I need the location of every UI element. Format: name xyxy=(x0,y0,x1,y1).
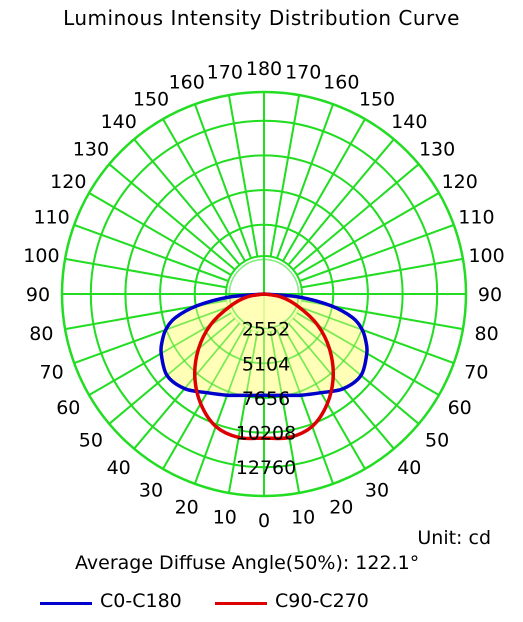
series-layer xyxy=(159,292,369,441)
series-line-c90 xyxy=(192,292,336,441)
angle-label: 170 xyxy=(207,61,243,83)
grid-spoke-overlay xyxy=(282,326,366,470)
angle-label: 50 xyxy=(79,429,103,451)
radial-tick-label: 7656 xyxy=(242,388,290,410)
angle-label: 120 xyxy=(50,171,86,193)
angle-label: 150 xyxy=(133,88,169,110)
angle-label: 170 xyxy=(285,61,321,83)
angle-label: 70 xyxy=(40,361,64,383)
grid-spoke-overlay xyxy=(292,163,420,271)
angle-label: 150 xyxy=(359,88,395,110)
grid-spoke-overlay xyxy=(228,94,259,257)
angle-label: 90 xyxy=(478,284,502,306)
angle-label: 130 xyxy=(419,139,455,161)
grid-spoke-overlay xyxy=(269,331,300,494)
angle-label: 90 xyxy=(26,284,50,306)
angle-label: 110 xyxy=(33,207,69,229)
grid-spoke-overlay xyxy=(292,317,420,425)
radial-tick-label: 5104 xyxy=(242,353,290,375)
angle-label: 180 xyxy=(246,58,282,80)
series-line-c0 xyxy=(159,292,369,398)
radial-tick-labels: 2552 5104 7656 10208 12760 xyxy=(236,319,296,480)
grid-spoke-overlay xyxy=(276,329,334,485)
angle-label: 100 xyxy=(23,245,59,267)
grid-spoke-overlay xyxy=(64,258,227,289)
angle-label: 100 xyxy=(468,245,504,267)
grid-circle-overlay xyxy=(228,258,300,330)
angle-label: 50 xyxy=(425,429,449,451)
grid-spoke-overlay xyxy=(162,118,246,262)
legend-label-c90: C90-C270 xyxy=(275,590,369,612)
angle-label: 130 xyxy=(73,139,109,161)
angle-label: 60 xyxy=(56,397,80,419)
radial-tick-label: 2552 xyxy=(242,319,290,341)
grid-spoke-overlay xyxy=(269,94,300,257)
grid-spoke-overlay xyxy=(287,138,395,266)
angle-label: 80 xyxy=(29,323,53,345)
legend-swatch-c0 xyxy=(40,602,92,605)
angle-label: 140 xyxy=(391,111,427,133)
angle-labels: 0102030405060708090100110120130140150160… xyxy=(23,58,504,532)
radial-tick-label: 12760 xyxy=(236,457,296,479)
grid-spoke-overlay xyxy=(296,192,440,276)
legend-swatch-c90 xyxy=(215,602,267,605)
angle-label: 0 xyxy=(258,510,270,532)
grid-spoke-overlay xyxy=(282,118,366,262)
angle-label: 120 xyxy=(442,171,478,193)
grid-spoke-overlay xyxy=(287,322,395,450)
angle-label: 140 xyxy=(101,111,137,133)
angle-label: 60 xyxy=(448,397,472,419)
angle-label: 70 xyxy=(464,361,488,383)
angle-label: 160 xyxy=(323,72,359,94)
chart-title: Luminous Intensity Distribution Curve xyxy=(63,6,460,30)
angle-label: 20 xyxy=(175,496,199,518)
grid-circle-overlay xyxy=(193,223,335,365)
angle-label: 160 xyxy=(169,72,205,94)
angle-label: 20 xyxy=(329,496,353,518)
grid-spoke-overlay xyxy=(194,103,252,259)
grid-spoke-overlay xyxy=(299,306,455,364)
grid-spoke-overlay xyxy=(276,103,334,259)
grid-spoke-overlay xyxy=(228,331,259,494)
grid-spoke-overlay xyxy=(108,317,236,425)
diffuse-angle-label: Average Diffuse Angle(50%): 122.1° xyxy=(75,552,420,574)
angle-label: 10 xyxy=(213,507,237,529)
grid-circle-overlay xyxy=(124,154,404,434)
grid-spoke-overlay xyxy=(88,192,232,276)
grid-spoke-overlay xyxy=(73,224,229,282)
grid-spoke-overlay xyxy=(299,224,455,282)
grid-spoke-overlay xyxy=(73,306,229,364)
radial-tick-label: 10208 xyxy=(236,423,296,445)
grid-spoke-overlay xyxy=(108,163,236,271)
angle-label: 30 xyxy=(139,480,163,502)
angle-label: 40 xyxy=(397,457,421,479)
angle-label: 10 xyxy=(291,507,315,529)
grid-spoke-overlay xyxy=(194,329,252,485)
angle-label: 80 xyxy=(475,323,499,345)
grid-circle-overlay xyxy=(90,120,438,468)
legend-label-c0: C0-C180 xyxy=(100,590,182,612)
grid-spoke-overlay xyxy=(301,258,464,289)
unit-label: Unit: cd xyxy=(417,527,491,549)
grid-spoke-overlay xyxy=(133,322,241,450)
angle-label: 40 xyxy=(107,457,131,479)
grid-spoke-overlay xyxy=(162,326,246,470)
grid-spoke-overlay xyxy=(133,138,241,266)
grid-circle-overlay xyxy=(159,189,369,399)
angle-label: 30 xyxy=(365,480,389,502)
angle-label: 110 xyxy=(458,207,494,229)
